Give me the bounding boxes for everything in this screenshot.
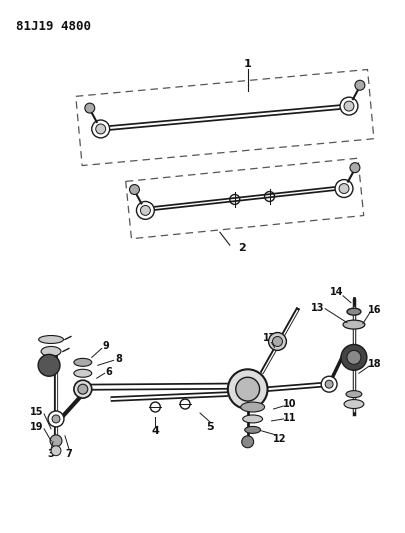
Circle shape	[130, 184, 139, 195]
Circle shape	[136, 201, 154, 219]
Ellipse shape	[347, 308, 361, 315]
Text: 6: 6	[105, 367, 112, 377]
Ellipse shape	[74, 369, 92, 377]
Ellipse shape	[38, 335, 64, 343]
Circle shape	[48, 411, 64, 427]
Ellipse shape	[346, 391, 362, 398]
Circle shape	[74, 380, 92, 398]
Circle shape	[335, 180, 353, 198]
Text: 10: 10	[283, 399, 296, 409]
Text: 18: 18	[368, 359, 382, 369]
Circle shape	[85, 103, 95, 113]
Circle shape	[242, 436, 254, 448]
Text: 4: 4	[151, 426, 159, 436]
Text: 11: 11	[283, 413, 296, 423]
Circle shape	[52, 415, 60, 423]
Circle shape	[344, 101, 354, 111]
Circle shape	[51, 446, 61, 456]
Text: 14: 14	[330, 287, 344, 297]
Text: 81J19 4800: 81J19 4800	[16, 20, 91, 33]
Text: 2: 2	[238, 243, 245, 253]
Ellipse shape	[344, 400, 364, 408]
Circle shape	[339, 183, 349, 193]
Ellipse shape	[243, 415, 262, 423]
Ellipse shape	[241, 402, 264, 412]
Text: 16: 16	[368, 305, 382, 314]
Circle shape	[50, 435, 62, 447]
Circle shape	[228, 369, 268, 409]
Circle shape	[325, 380, 333, 388]
Circle shape	[141, 205, 150, 215]
Circle shape	[96, 124, 106, 134]
Circle shape	[269, 333, 286, 350]
Ellipse shape	[41, 346, 61, 357]
Circle shape	[341, 344, 367, 370]
Ellipse shape	[74, 358, 92, 366]
Circle shape	[340, 97, 358, 115]
Text: 1: 1	[244, 59, 252, 69]
Text: 5: 5	[206, 422, 214, 432]
Text: 15: 15	[30, 407, 44, 417]
Text: 9: 9	[102, 342, 109, 351]
Circle shape	[273, 336, 282, 346]
Text: 19: 19	[30, 422, 44, 432]
Circle shape	[38, 354, 60, 376]
Text: 12: 12	[273, 434, 286, 444]
Text: 7: 7	[66, 449, 72, 459]
Ellipse shape	[343, 320, 365, 329]
Circle shape	[347, 350, 361, 365]
Ellipse shape	[245, 426, 260, 433]
Circle shape	[321, 376, 337, 392]
Text: 3: 3	[48, 449, 54, 459]
Text: 13: 13	[311, 303, 324, 313]
Circle shape	[350, 163, 360, 173]
Circle shape	[355, 80, 365, 90]
Circle shape	[78, 384, 88, 394]
Text: 17: 17	[263, 333, 276, 343]
Circle shape	[92, 120, 110, 138]
Circle shape	[236, 377, 260, 401]
Text: 8: 8	[115, 354, 122, 365]
